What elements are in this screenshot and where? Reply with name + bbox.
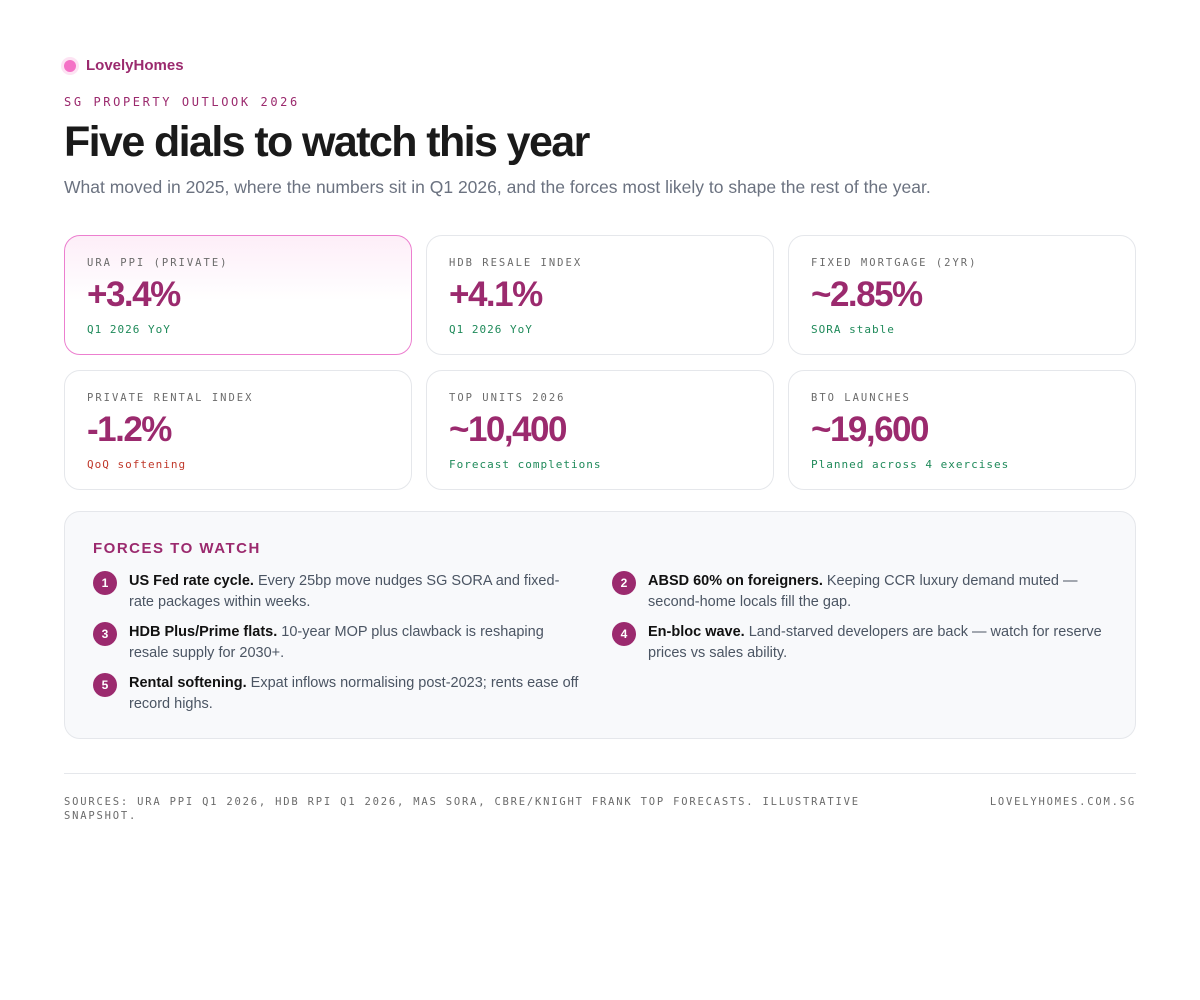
force-heading: En-bloc wave. (648, 624, 745, 640)
page-title: Five dials to watch this year (64, 118, 590, 166)
stat-value: +4.1% (449, 275, 543, 314)
stat-card: PRIVATE RENTAL INDEX -1.2% QoQ softening (64, 370, 412, 490)
stat-label: FIXED MORTGAGE (2YR) (811, 257, 978, 269)
footer: SOURCES: URA PPI Q1 2026, HDB RPI Q1 202… (64, 795, 1136, 823)
footer-site-link[interactable]: LOVELYHOMES.COM.SG (989, 796, 1136, 808)
stat-note: Planned across 4 exercises (811, 458, 1010, 471)
brand-logo[interactable]: LovelyHomes (64, 57, 184, 74)
stat-value: ~19,600 (811, 410, 930, 449)
stat-label: PRIVATE RENTAL INDEX (87, 392, 254, 404)
stat-value: +3.4% (87, 275, 181, 314)
force-heading: US Fed rate cycle. (129, 573, 254, 589)
footer-divider (64, 773, 1136, 774)
stat-card: FIXED MORTGAGE (2YR) ~2.85% SORA stable (788, 235, 1136, 355)
stat-note: Q1 2026 YoY (87, 323, 171, 336)
number-badge: 4 (612, 622, 636, 646)
force-item: 4 En-bloc wave. Land-starved developers a… (612, 622, 1103, 664)
force-heading: Rental softening. (129, 675, 247, 691)
footer-sources: SOURCES: URA PPI Q1 2026, HDB RPI Q1 202… (64, 796, 860, 822)
stat-label: HDB RESALE INDEX (449, 257, 583, 269)
number-badge: 3 (93, 622, 117, 646)
stat-value: ~2.85% (811, 275, 923, 314)
forces-title: FORCES TO WATCH (93, 540, 261, 557)
stat-label: TOP UNITS 2026 (449, 392, 566, 404)
force-item: 3 HDB Plus/Prime flats. 10-year MOP plus … (93, 622, 584, 664)
number-badge: 5 (93, 673, 117, 697)
force-heading: ABSD 60% on foreigners. (648, 573, 823, 589)
force-item: 1 US Fed rate cycle. Every 25bp move nudg… (93, 571, 584, 613)
force-item: 5 Rental softening. Expat inflows normali… (93, 673, 584, 715)
forces-list: 1 US Fed rate cycle. Every 25bp move nudg… (93, 571, 1107, 715)
stat-value: -1.2% (87, 410, 172, 449)
stat-value: ~10,400 (449, 410, 568, 449)
force-body: Keeping CCR luxury demand muted — second… (648, 573, 1078, 610)
stat-note: QoQ softening (87, 458, 187, 471)
stat-cards: URA PPI (PRIVATE) +3.4% Q1 2026 YoY HDB RE… (64, 235, 1136, 490)
force-heading: HDB Plus/Prime flats. (129, 624, 278, 640)
force-item: 2 ABSD 60% on foreigners. Keeping CCR lux… (612, 571, 1103, 613)
force-body: Every 25bp move nudges SG SORA and fixed… (129, 573, 560, 610)
force-body: Land-starved developers are back — watch… (648, 624, 1102, 661)
stat-label: BTO LAUNCHES (811, 392, 911, 404)
force-body: 10-year MOP plus clawback is reshaping r… (129, 624, 544, 661)
stat-note: Q1 2026 YoY (449, 323, 533, 336)
number-badge: 1 (93, 571, 117, 595)
brand-dot-icon (64, 59, 76, 72)
number-badge: 2 (612, 571, 636, 595)
stat-card: HDB RESALE INDEX +4.1% Q1 2026 YoY (426, 235, 774, 355)
stat-note: Forecast completions (449, 458, 602, 471)
stat-card: URA PPI (PRIVATE) +3.4% Q1 2026 YoY (64, 235, 412, 355)
stat-card: TOP UNITS 2026 ~10,400 Forecast completion… (426, 370, 774, 490)
stat-label: URA PPI (PRIVATE) (87, 257, 229, 269)
brand-name: LovelyHomes (86, 57, 184, 74)
forces-panel: FORCES TO WATCH 1 US Fed rate cycle. Ever… (64, 511, 1136, 739)
force-body: Expat inflows normalising post-2023; ren… (129, 675, 579, 712)
page-subtitle: What moved in 2025, where the numbers si… (64, 177, 931, 197)
stat-card: BTO LAUNCHES ~19,600 Planned across 4 exer… (788, 370, 1136, 490)
stat-note: SORA stable (811, 323, 895, 336)
eyebrow: SG PROPERTY OUTLOOK 2026 (64, 95, 300, 109)
